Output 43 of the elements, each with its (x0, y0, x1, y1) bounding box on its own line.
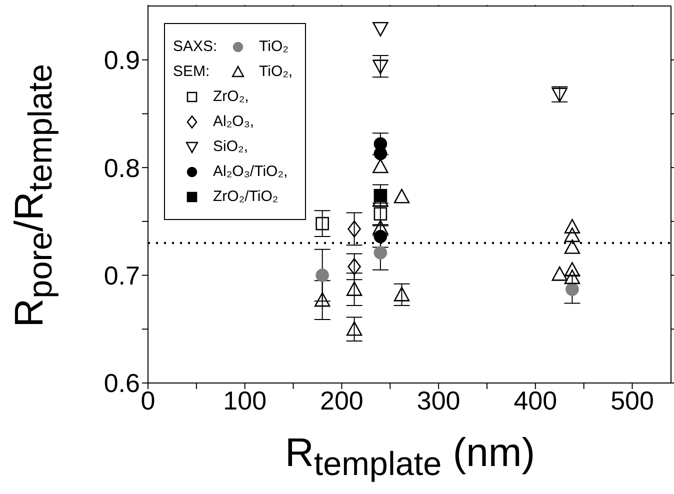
legend-label: Al₂O₃/TiO₂, (213, 163, 288, 180)
x-tick-label: 500 (610, 385, 654, 416)
point (316, 216, 329, 230)
point (348, 220, 361, 238)
y-tick-label: 0.6 (104, 368, 140, 398)
point (372, 220, 388, 235)
y-tick-label: 0.8 (104, 152, 140, 183)
point (374, 246, 388, 260)
annotation: SEM: (173, 63, 211, 80)
point (566, 282, 579, 296)
point (394, 188, 410, 204)
point (314, 292, 330, 307)
legend-label: ZrO₂, (213, 88, 249, 105)
x-tick-label: 400 (514, 385, 558, 416)
point (346, 321, 362, 336)
point (316, 268, 329, 282)
point (346, 281, 362, 296)
legend-label: ZrO₂/TiO₂ (213, 188, 278, 205)
legend-label: SiO₂, (213, 138, 248, 155)
legend-label: Al₂O₃, (213, 113, 254, 130)
annotation: SAXS: (173, 38, 218, 55)
point (564, 228, 580, 242)
legend-label: TiO₂, (259, 63, 293, 80)
y-tick-label: 0.9 (104, 45, 140, 76)
x-tick-label: 300 (416, 385, 460, 416)
point (374, 146, 388, 160)
point (372, 22, 388, 36)
point (374, 207, 388, 221)
point (394, 286, 410, 302)
y-tick-label: 0.7 (104, 260, 140, 291)
point (564, 262, 580, 277)
point (348, 258, 361, 276)
legend-label: TiO₂ (259, 38, 288, 55)
point (564, 218, 580, 234)
point (564, 239, 580, 254)
x-axis-title: R$_{template}$ (nm) (284, 431, 536, 484)
point (372, 158, 388, 174)
x-tick-label: 0 (140, 385, 156, 416)
x-tick-label: 100 (223, 385, 267, 416)
point (564, 270, 580, 284)
point (552, 266, 568, 281)
point (372, 60, 388, 74)
x-tick-label: 200 (320, 385, 364, 416)
